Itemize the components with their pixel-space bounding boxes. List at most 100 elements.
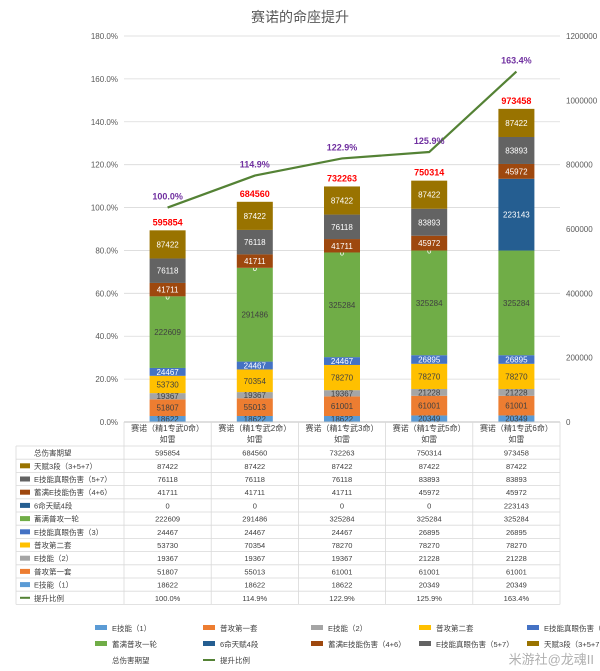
bar-segment — [411, 180, 448, 209]
table-cell: 24467 — [332, 528, 353, 537]
legend-key — [419, 641, 431, 646]
table-cell: 100.0% — [155, 594, 181, 603]
bar-segment — [498, 250, 535, 356]
data-label: 19367 — [156, 392, 179, 401]
category-label-sub: 如雷 — [334, 434, 350, 444]
legend-key — [527, 625, 539, 630]
table-cell: 83893 — [506, 475, 527, 484]
bar-segment — [149, 399, 186, 417]
bar-segment — [411, 389, 448, 396]
bar-segment — [498, 136, 535, 164]
data-label: 83893 — [418, 218, 441, 227]
data-label: 291486 — [241, 311, 268, 320]
table-row-label: 蓄满E技能伤害（4+6） — [34, 487, 112, 497]
table-cell: 78270 — [419, 541, 440, 550]
data-label: 325284 — [416, 299, 443, 308]
table-row-label: E技能真眼伤害（3） — [34, 527, 103, 537]
data-label: 18622 — [244, 415, 267, 424]
data-label: 87422 — [244, 212, 267, 221]
bar-segment — [498, 355, 535, 364]
bar-segment — [324, 396, 360, 417]
legend-label: E技能（1） — [112, 623, 151, 633]
table-cell: 732263 — [329, 449, 354, 458]
table-cell: 53730 — [157, 541, 178, 550]
table-cell: 41711 — [332, 488, 352, 497]
total-label: 973458 — [501, 96, 531, 106]
y-right-tick-label: 0 — [566, 418, 571, 427]
y-right-tick-label: 1000000 — [566, 96, 598, 105]
bar-segment — [411, 208, 448, 236]
data-label: 78270 — [331, 374, 354, 383]
table-cell: 20349 — [419, 581, 440, 590]
ratio-label: 125.9% — [414, 136, 445, 146]
legend-label: 6命天赋4段 — [220, 639, 259, 649]
bar-segment — [149, 282, 186, 297]
legend-key — [419, 625, 431, 630]
ratio-label: 100.0% — [152, 192, 183, 202]
category-label-sub: 如雷 — [247, 434, 263, 444]
bar-segment — [149, 258, 186, 283]
table-row-label: E技能（2） — [34, 553, 73, 563]
table-row-label: E技能真眼伤害（5+7） — [34, 474, 112, 484]
table-legend-key — [20, 555, 30, 561]
table-cell: 325284 — [329, 515, 354, 524]
table-cell: 76118 — [245, 475, 265, 484]
bar-segment — [324, 364, 360, 391]
bar-segment — [411, 355, 448, 364]
bar-segment — [324, 252, 360, 358]
table-cell: 18622 — [332, 581, 353, 590]
bar-segment — [236, 398, 273, 417]
table-row-label: 蓄满普攻一轮 — [34, 514, 79, 524]
table-cell: 24467 — [157, 528, 178, 537]
bar-segment — [498, 108, 535, 137]
table-cell: 114.9% — [242, 594, 267, 603]
bar-segment — [324, 239, 360, 253]
data-label: 24467 — [244, 362, 267, 371]
legend-label: 蓄满普攻一轮 — [112, 639, 157, 649]
table-cell: 78270 — [332, 541, 353, 550]
data-label: 21228 — [418, 388, 441, 397]
bar-segment — [498, 389, 535, 396]
data-label: 51807 — [156, 404, 179, 413]
table-legend-key — [20, 542, 30, 548]
bar-segment — [236, 229, 273, 255]
y-left-tick-label: 0.0% — [100, 418, 118, 427]
data-label: 76118 — [157, 267, 179, 276]
table-cell: 76118 — [332, 475, 352, 484]
bar-segment — [324, 416, 360, 422]
data-label: 87422 — [505, 119, 528, 128]
category-label-sub: 如雷 — [160, 434, 176, 444]
total-label: 732263 — [327, 173, 357, 183]
table-row-label: 6命天赋4段 — [34, 500, 73, 510]
table-cell: 61001 — [332, 567, 353, 576]
bar-segment — [236, 267, 273, 362]
bar-segment — [324, 390, 360, 397]
y-right-tick-label: 600000 — [566, 225, 593, 234]
table-cell: 125.9% — [416, 594, 442, 603]
table-cell: 0 — [253, 501, 257, 510]
data-label: 26895 — [505, 356, 528, 365]
table-legend-key — [20, 529, 30, 535]
data-label: 24467 — [156, 368, 179, 377]
table-cell: 76118 — [157, 475, 177, 484]
bar-segment — [149, 375, 186, 394]
table-legend-key — [20, 463, 30, 469]
table-cell: 223143 — [504, 501, 529, 510]
data-label: 325284 — [503, 299, 530, 308]
data-label: 83893 — [505, 146, 528, 155]
y-right-tick-label: 1200000 — [566, 32, 598, 41]
data-label: 24467 — [331, 357, 354, 366]
table-legend-key — [20, 476, 30, 482]
table-cell: 87422 — [332, 462, 353, 471]
legend-label: E技能真眼伤害（5+7） — [436, 639, 514, 649]
table-cell: 595854 — [155, 449, 180, 458]
data-label: 87422 — [156, 240, 179, 249]
table-legend-key — [20, 568, 30, 574]
table-cell: 19367 — [244, 554, 265, 563]
legend-label: E技能真眼伤害（3） — [544, 623, 600, 633]
legend-label: E技能（2） — [328, 623, 367, 633]
bar-segment — [411, 363, 448, 390]
bar-segment — [236, 201, 273, 230]
table-cell: 21228 — [506, 554, 527, 563]
